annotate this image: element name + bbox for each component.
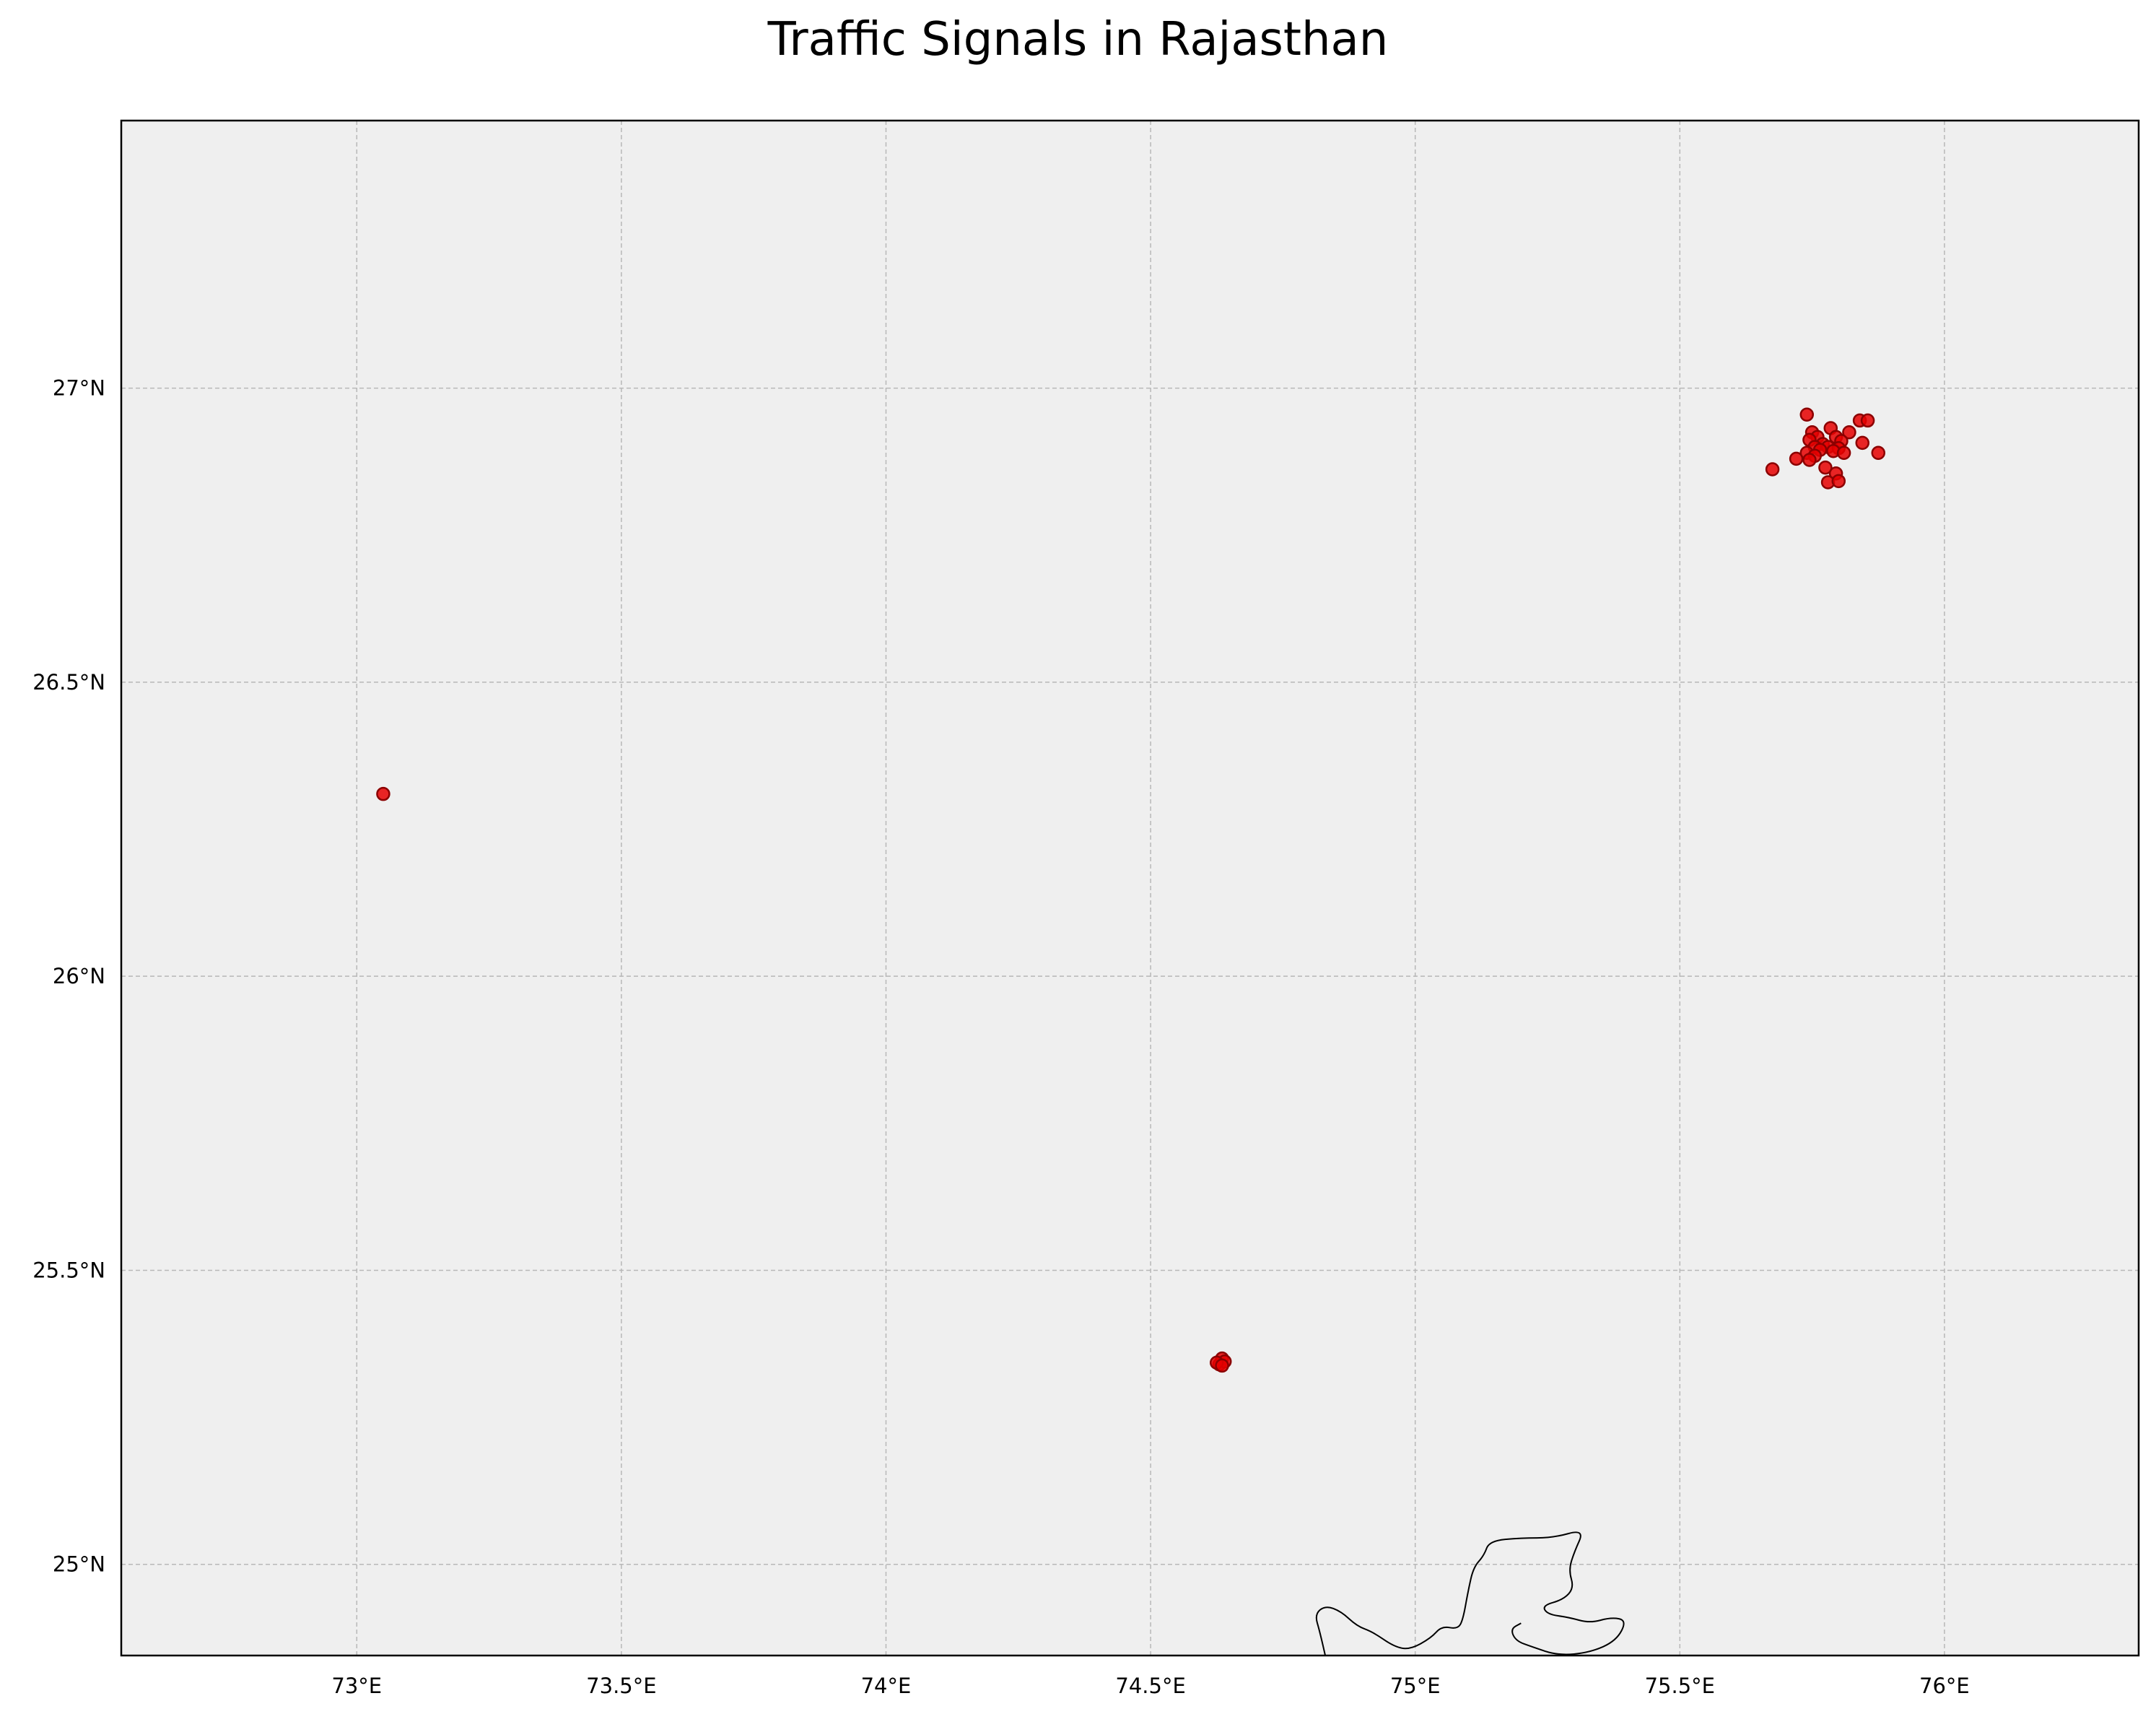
plot-frame <box>120 119 2140 1657</box>
x-axis-ticks: 73°E 73.5°E 74°E 74.5°E 75°E 75.5°E 76°E <box>331 1674 1969 1698</box>
grid-lines <box>121 121 2139 1656</box>
signal-points <box>376 407 1886 1373</box>
x-tick-label-1: 73.5°E <box>586 1674 656 1698</box>
plot-background <box>121 121 2139 1656</box>
signal-point-0 <box>376 786 390 801</box>
x-tick-label-0: 73°E <box>331 1674 382 1698</box>
signal-point-17 <box>1855 435 1870 451</box>
signal-point-33 <box>1831 474 1846 489</box>
signal-point-23 <box>1836 445 1851 460</box>
x-tick-label-5: 75.5°E <box>1645 1674 1715 1698</box>
coastline-boundary <box>1315 1531 1625 1656</box>
signal-point-29 <box>1818 460 1833 475</box>
signal-point-6 <box>1799 407 1815 422</box>
y-tick-label-4: 27°N <box>53 376 105 401</box>
y-tick-label-2: 26°N <box>53 964 105 988</box>
x-tick-label-2: 74°E <box>861 1674 912 1698</box>
x-tick-label-6: 76°E <box>1919 1674 1970 1698</box>
signal-point-5 <box>1215 1358 1229 1373</box>
y-tick-label-3: 26.5°N <box>32 670 105 695</box>
y-tick-label-1: 25.5°N <box>32 1258 105 1282</box>
signal-point-8 <box>1860 413 1875 428</box>
signal-point-25 <box>1871 445 1886 460</box>
signal-point-28 <box>1802 453 1817 467</box>
x-tick-label-4: 75°E <box>1390 1674 1441 1698</box>
map-title: Traffic Signals in Rajasthan <box>767 13 1389 66</box>
signal-point-27 <box>1789 451 1804 466</box>
x-tick-label-3: 74.5°E <box>1115 1674 1185 1698</box>
signal-point-30 <box>1765 462 1780 477</box>
signal-point-11 <box>1842 425 1856 440</box>
y-tick-label-0: 25°N <box>53 1552 105 1577</box>
y-axis-ticks: 25°N 25.5°N 26°N 26.5°N 27°N <box>32 376 105 1577</box>
boundary-path <box>1315 1531 1625 1656</box>
